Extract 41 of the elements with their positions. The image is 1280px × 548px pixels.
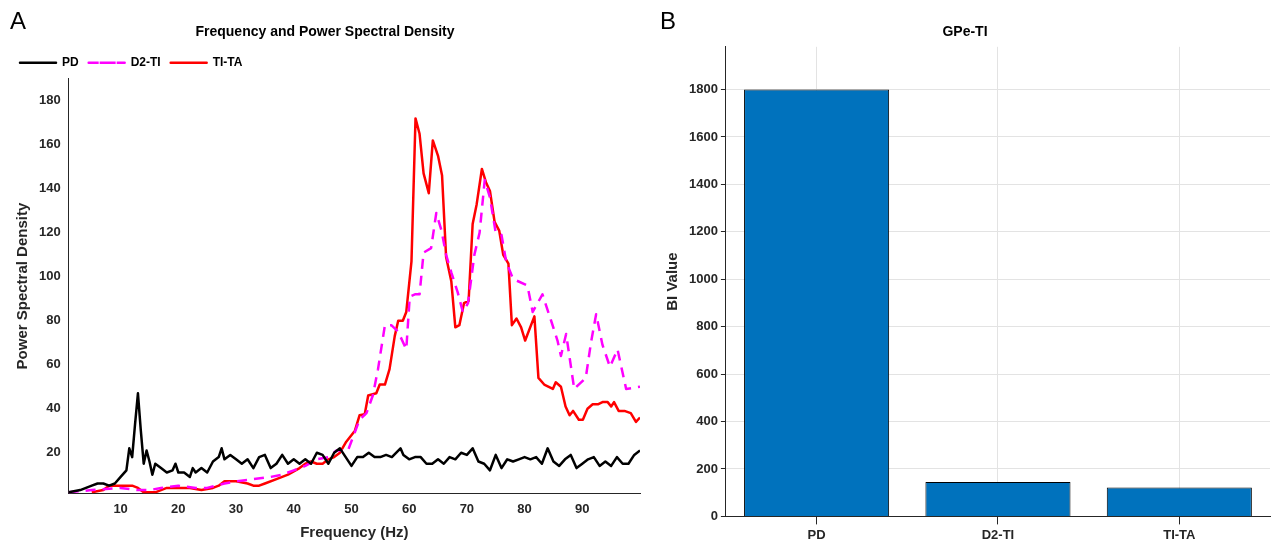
x-tick-label: D2-TI <box>981 526 1015 542</box>
y-tick-label: 1600 <box>689 128 718 144</box>
legend-label: TI-TA <box>212 55 243 70</box>
y-tick-label: 100 <box>38 268 61 284</box>
x-tick-label: 60 <box>401 500 417 516</box>
x-tick-label: 20 <box>171 500 186 516</box>
x-tick-label: TI-TA <box>1163 526 1197 542</box>
x-axis-title: Frequency (Hz) <box>300 523 409 541</box>
x-tick-label: 70 <box>459 500 475 516</box>
y-tick-label: 180 <box>38 92 61 108</box>
text: B <box>660 6 677 34</box>
y-tick-label: 400 <box>696 413 718 429</box>
x-tick-label: 30 <box>228 500 244 516</box>
y-tick-label: 1400 <box>689 175 718 191</box>
x-tick-label: 40 <box>286 500 301 516</box>
text: A <box>10 6 27 34</box>
y-tick-label: 80 <box>46 312 61 328</box>
y-tick-label: 1200 <box>689 223 718 239</box>
y-tick-label: 140 <box>38 180 61 196</box>
y-tick-label: 160 <box>38 136 61 152</box>
y-tick-label: 0 <box>710 507 718 523</box>
y-tick-label: 40 <box>46 400 61 416</box>
y-tick-label: 20 <box>46 444 61 460</box>
chart-title: Frequency and Power Spectral Density <box>195 23 455 40</box>
x-tick-label: 90 <box>575 500 590 516</box>
y-tick-label: 120 <box>38 224 61 240</box>
y-tick-label: 1000 <box>689 270 718 286</box>
y-tick-label: 600 <box>696 365 718 381</box>
legend-label: D2-TI <box>130 55 161 70</box>
y-tick-label: 1800 <box>689 81 718 97</box>
y-axis-title: Power Spectral Density <box>13 202 31 370</box>
legend-label: PD <box>62 55 79 70</box>
x-tick-label: PD <box>807 526 826 542</box>
x-tick-label: 10 <box>113 500 128 516</box>
y-tick-label: 60 <box>46 356 61 372</box>
x-tick-label: 80 <box>517 500 532 516</box>
chart-title: GPe-TI <box>942 23 988 40</box>
y-tick-label: 200 <box>696 460 718 476</box>
y-axis-title: BI Value <box>663 252 681 311</box>
x-tick-label: 50 <box>344 500 359 516</box>
y-tick-label: 800 <box>696 318 718 334</box>
